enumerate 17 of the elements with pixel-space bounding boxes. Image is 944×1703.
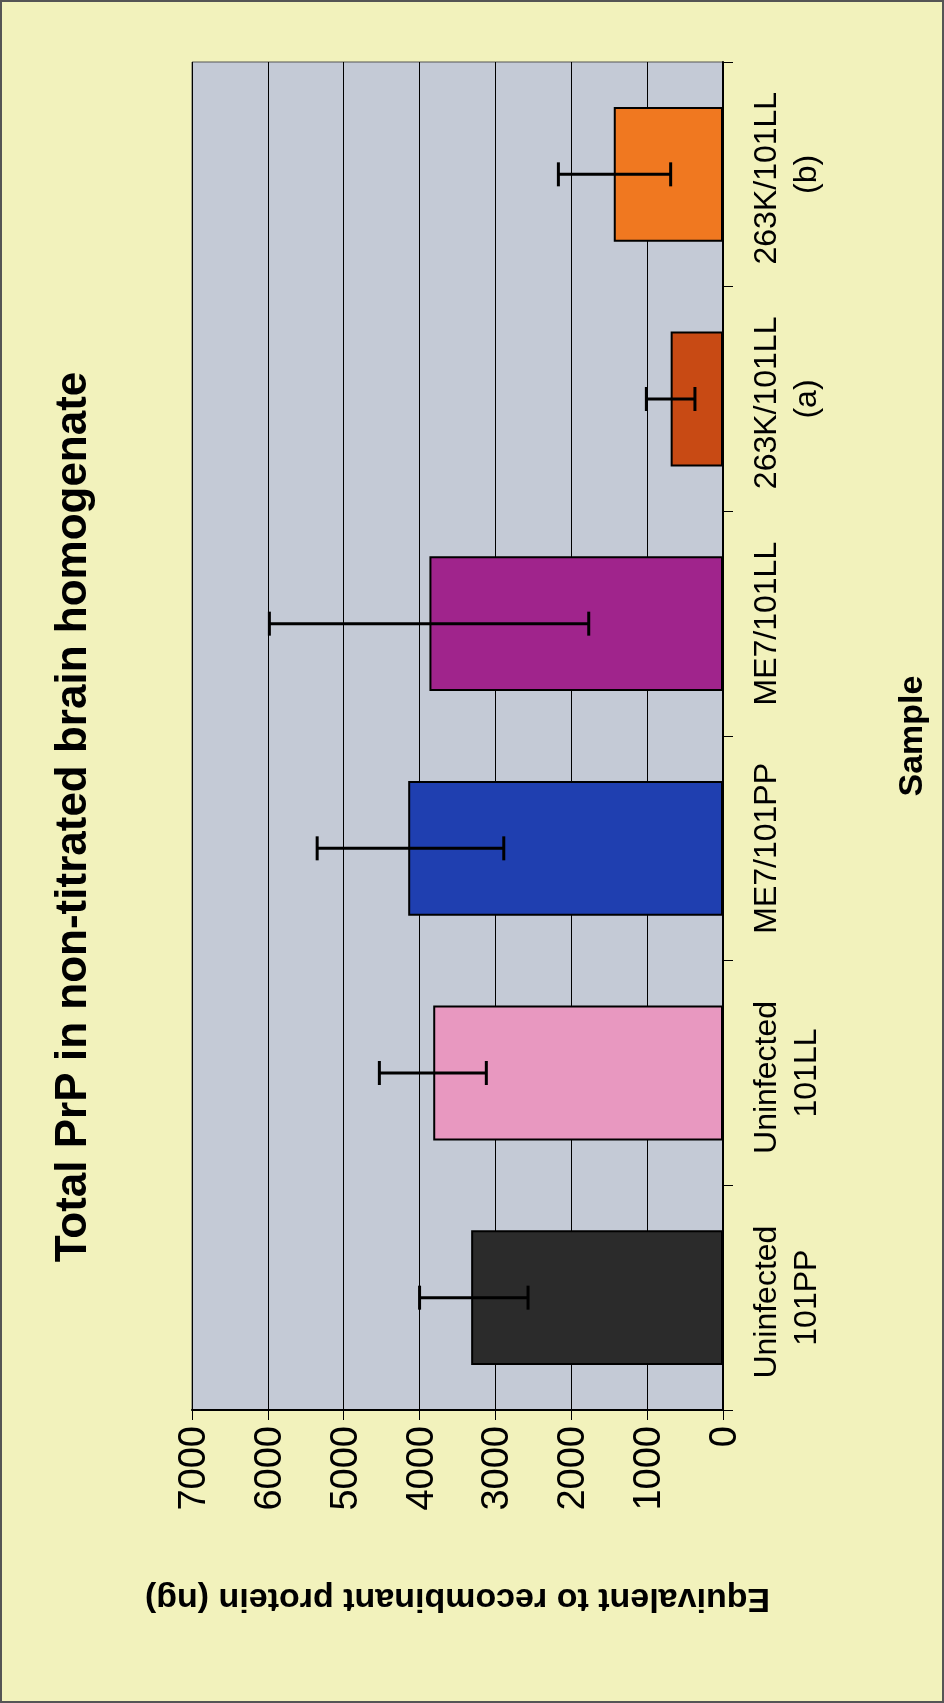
- x-tick-label: 2000: [550, 1426, 593, 1511]
- x-tick-label: 3000: [474, 1426, 517, 1511]
- text: Total PrP in non-titrated brain homogenate: [45, 371, 95, 1263]
- y-tick-label: ME7/101LL: [747, 541, 783, 706]
- x-axis-title: Equivalent to recombinant protein (ng): [144, 1582, 771, 1620]
- x-tick-label: 7000: [171, 1426, 213, 1511]
- x-tick-label: 4000: [398, 1426, 441, 1511]
- x-tick-label: 6000: [246, 1426, 289, 1511]
- x-tick-label: 1000: [626, 1426, 669, 1511]
- x-tick-label: 0: [702, 1426, 744, 1448]
- y-tick-label: 263K/101LL (b): [747, 84, 823, 265]
- y-tick-label: 263K/101LL (a): [747, 308, 823, 490]
- y-tick-label: ME7/101PP: [747, 762, 783, 934]
- x-tick-label: 5000: [322, 1426, 365, 1511]
- y-tick-label: Uninfected 101PP: [747, 1216, 823, 1379]
- y-tick-label: Uninfected 101LL: [747, 992, 823, 1154]
- y-axis-title: Sample: [891, 675, 929, 797]
